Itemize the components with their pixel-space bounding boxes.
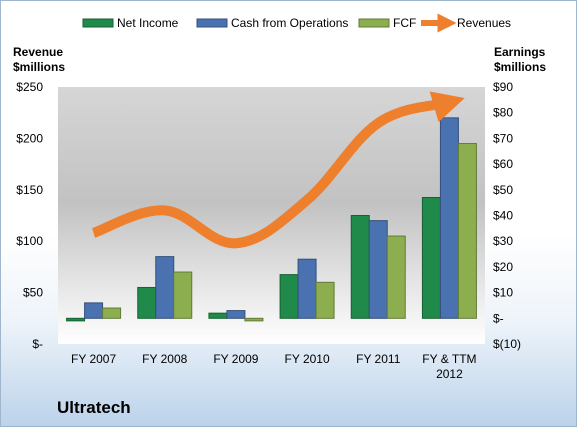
x-tick-label: FY 2011 (356, 352, 401, 366)
revenues-line (91, 91, 465, 249)
right-tick-label: $50 (493, 183, 513, 197)
left-tick-label: $150 (16, 183, 43, 197)
bar-cash-from-operations (439, 117, 459, 319)
right-tick-label: $10 (493, 286, 513, 300)
right-tick-label: $20 (493, 260, 513, 274)
left-tick-label: $- (32, 337, 43, 351)
bar-cash-from-operations (84, 302, 104, 319)
bar-fcf (173, 271, 193, 319)
bar-fcf (315, 281, 335, 319)
company-title: Ultratech (57, 398, 131, 417)
left-tick-label: $100 (16, 234, 43, 248)
right-tick-label: $90 (493, 80, 513, 94)
right-tick-label: $40 (493, 209, 513, 223)
bar-net-income (279, 274, 299, 319)
right-tick-label: $60 (493, 157, 513, 171)
bar-net-income (350, 215, 370, 319)
x-tick-label: 2012 (436, 367, 463, 381)
right-tick-label: $80 (493, 106, 513, 120)
legend-label: Net Income (117, 16, 179, 30)
bar-net-income (137, 286, 157, 319)
bar-fcf (102, 307, 122, 319)
bar-cash-from-operations (297, 258, 317, 319)
right-axis-title-line2: $millions (494, 60, 546, 74)
x-tick-label: FY & TTM (422, 352, 476, 366)
right-tick-label: $30 (493, 234, 513, 248)
right-tick-label: $70 (493, 131, 513, 145)
x-tick-label: FY 2008 (142, 352, 187, 366)
bar-net-income (208, 312, 228, 319)
bar-cash-from-operations (155, 256, 175, 319)
bar-net-income (421, 197, 441, 319)
left-tick-label: $250 (16, 80, 43, 94)
legend-swatch-net-income (82, 18, 114, 28)
left-tick-label: $50 (23, 286, 43, 300)
left-axis-title-line1: Revenue (13, 45, 63, 59)
legend-swatch-cash-from-operations (196, 18, 228, 28)
right-tick-label: $(10) (493, 337, 521, 351)
bar-cash-from-operations (226, 310, 246, 319)
right-axis-title-line1: Earnings (494, 45, 546, 59)
legend-swatch-fcf (358, 18, 390, 28)
left-tick-label: $200 (16, 131, 43, 145)
right-tick-label: $- (493, 311, 504, 325)
x-tick-label: FY 2007 (71, 352, 116, 366)
x-tick-label: FY 2010 (285, 352, 330, 366)
bar-cash-from-operations (368, 220, 388, 319)
x-tick-label: FY 2009 (213, 352, 258, 366)
bar-fcf (457, 143, 477, 319)
legend-label: Cash from Operations (231, 16, 348, 30)
bar-net-income (66, 317, 86, 322)
legend-label: Revenues (457, 16, 511, 30)
legend-label: FCF (393, 16, 416, 30)
left-axis-title-line2: $millions (13, 60, 65, 74)
bar-fcf (386, 235, 406, 319)
bar-fcf (244, 317, 264, 322)
